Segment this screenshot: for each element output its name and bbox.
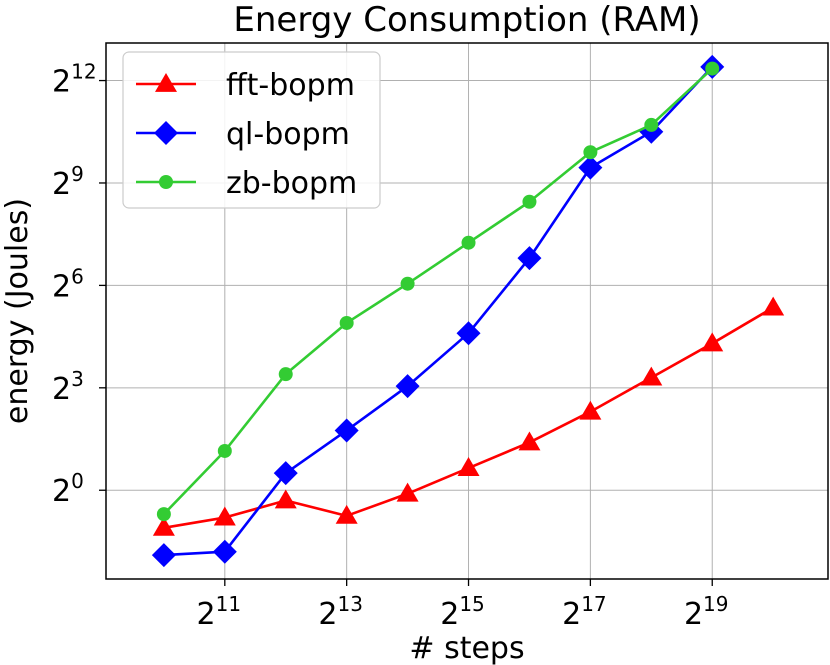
x-tick-label: 213 <box>318 592 363 632</box>
point-ql-bopm <box>334 418 359 443</box>
point-zb-bopm <box>461 235 476 250</box>
point-zb-bopm <box>278 367 293 382</box>
legend-marker-fft-bopm <box>155 73 177 92</box>
series-fft-bopm <box>152 296 785 536</box>
point-ql-bopm <box>578 155 603 180</box>
point-fft-bopm <box>518 431 541 451</box>
x-tick-label: 219 <box>684 592 729 632</box>
point-zb-bopm <box>339 315 354 330</box>
x-axis-label: # steps <box>409 631 524 665</box>
point-zb-bopm <box>217 443 232 458</box>
point-fft-bopm <box>579 400 602 420</box>
point-fft-bopm <box>335 504 358 524</box>
series-layer <box>151 54 785 568</box>
y-tick-label: 212 <box>52 60 97 100</box>
point-fft-bopm <box>213 506 236 526</box>
point-ql-bopm <box>273 461 298 486</box>
plot-frame <box>105 42 829 580</box>
point-fft-bopm <box>457 457 480 476</box>
series-line-zb-bopm <box>162 67 714 516</box>
legend-label-ql-bopm: ql-bopm <box>226 117 350 152</box>
point-fft-bopm <box>396 482 419 502</box>
series-zb-bopm <box>156 61 720 522</box>
legend-label-fft-bopm: fft-bopm <box>226 68 355 103</box>
y-tick-label: 26 <box>52 264 84 304</box>
point-zb-bopm <box>583 145 598 160</box>
point-fft-bopm <box>274 489 297 509</box>
point-fft-bopm <box>762 296 785 316</box>
legend-box <box>122 51 381 209</box>
series-line-ql-bopm <box>163 66 714 557</box>
point-ql-bopm <box>395 374 420 399</box>
point-ql-bopm <box>212 539 237 564</box>
y-tick-label: 20 <box>52 469 84 509</box>
x-tick-label: 211 <box>197 592 242 632</box>
point-fft-bopm <box>152 516 175 536</box>
y-axis-label: energy (Joules) <box>0 198 35 424</box>
point-zb-bopm <box>400 276 415 291</box>
series-ql-bopm <box>151 54 725 568</box>
legend-marker-ql-bopm <box>154 121 178 145</box>
point-zb-bopm <box>705 61 720 76</box>
x-tick-label: 215 <box>440 592 485 632</box>
point-zb-bopm <box>644 117 659 132</box>
legend-marker-zb-bopm <box>159 175 173 189</box>
point-zb-bopm <box>522 194 537 209</box>
chart-title: Energy Consumption (RAM) <box>233 0 700 40</box>
point-ql-bopm <box>517 246 542 271</box>
point-ql-bopm <box>151 543 176 568</box>
ticks: 211 213 215 217 219 20 23 26 29 212 <box>52 60 729 632</box>
legend: fft-bopm ql-bopm zb-bopm <box>122 51 381 209</box>
legend-label-zb-bopm: zb-bopm <box>226 166 357 201</box>
point-fft-bopm <box>701 332 724 352</box>
y-tick-label: 29 <box>52 162 84 202</box>
y-tick-label: 23 <box>52 367 84 407</box>
point-zb-bopm <box>156 507 171 522</box>
point-ql-bopm <box>456 321 481 346</box>
x-tick-label: 217 <box>562 592 607 632</box>
point-fft-bopm <box>640 366 663 386</box>
